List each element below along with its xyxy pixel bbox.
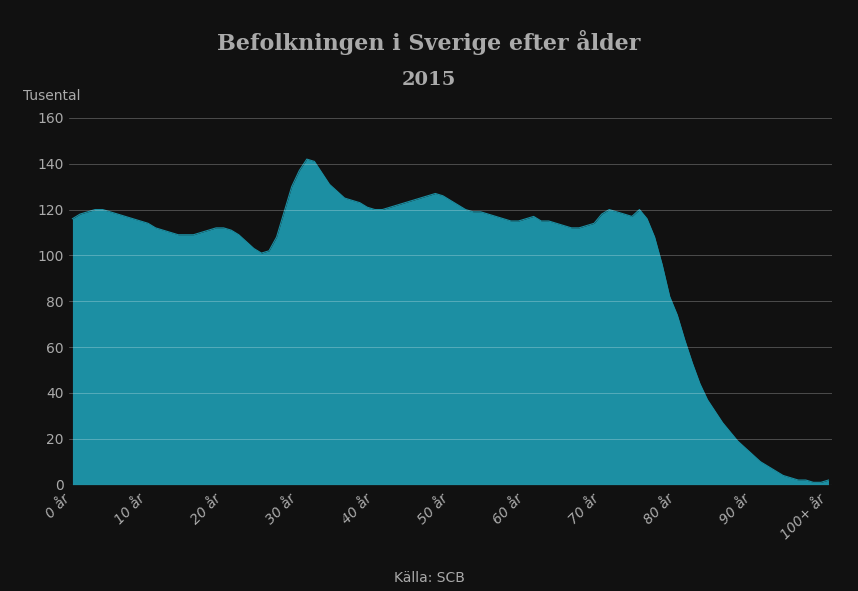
- Text: 2015: 2015: [402, 71, 456, 89]
- Text: Tusental: Tusental: [23, 89, 81, 103]
- Text: Källa: SCB: Källa: SCB: [394, 571, 464, 585]
- Text: Befolkningen i Sverige efter ålder: Befolkningen i Sverige efter ålder: [217, 30, 641, 54]
